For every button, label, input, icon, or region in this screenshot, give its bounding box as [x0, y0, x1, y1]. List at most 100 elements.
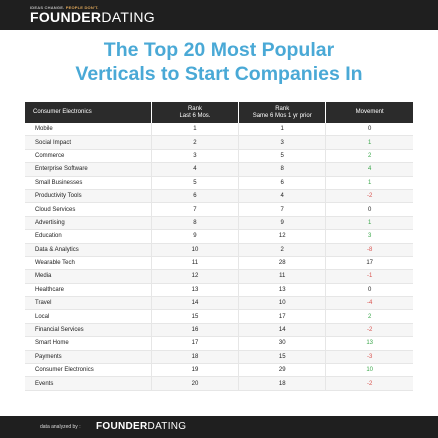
- footer-logo-bold: FOUNDER: [96, 421, 148, 432]
- cell-movement: 13: [325, 336, 413, 351]
- brand-tagline-accent: PEOPLE DON'T.: [65, 5, 99, 10]
- header-movement: Movement: [325, 102, 413, 123]
- cell-movement: -2: [325, 189, 413, 204]
- cell-movement: -2: [325, 323, 413, 338]
- cell-rank-prior: 28: [238, 256, 327, 271]
- page-title: The Top 20 Most Popular Verticals to Sta…: [0, 38, 438, 86]
- cell-rank-prior: 12: [238, 229, 327, 244]
- footer-logo: FOUNDERDATING: [96, 421, 186, 432]
- top-banner: IDEAS CHANGE. PEOPLE DON'T. FOUNDERDATIN…: [0, 0, 438, 30]
- cell-rank-prior: 30: [238, 336, 327, 351]
- table-row: Productivity Tools 6 4 -2: [25, 189, 413, 204]
- cell-rank-prior: 3: [238, 135, 327, 150]
- table-row: Local 15 17 2: [25, 309, 413, 324]
- cell-movement: 10: [325, 363, 413, 378]
- cell-movement: -4: [325, 296, 413, 311]
- cell-rank-prior: 13: [238, 283, 327, 298]
- brand-tagline-prefix: IDEAS CHANGE.: [30, 5, 65, 10]
- table-row: Enterprise Software 4 8 4: [25, 162, 413, 177]
- cell-rank-prior: 5: [238, 149, 327, 164]
- footer-logo-light: DATING: [147, 421, 187, 432]
- table-row: Travel 14 10 -4: [25, 296, 413, 311]
- cell-rank-prior: 1: [238, 123, 327, 137]
- cell-movement: 0: [325, 283, 413, 298]
- cell-vertical: Enterprise Software: [25, 162, 152, 177]
- table-row: Smart Home 17 30 13: [25, 336, 413, 351]
- header-rank-prior-line-2: Same 6 Mos 1 yr prior: [252, 112, 312, 119]
- page-title-line-1: The Top 20 Most Popular: [103, 39, 335, 61]
- table-row: Payments 18 15 -3: [25, 350, 413, 365]
- cell-rank-prior: 7: [238, 202, 327, 217]
- cell-vertical: Data & Analytics: [25, 243, 152, 257]
- cell-rank-prior: 9: [238, 216, 327, 231]
- cell-rank-last: 18: [151, 350, 240, 365]
- cell-movement: 3: [325, 229, 413, 244]
- cell-movement: 2: [325, 149, 413, 164]
- table-row: Data & Analytics 10 2 -8: [25, 243, 413, 257]
- header-rank-last-line-2: Last 6 Mos.: [179, 112, 211, 119]
- table-row: Financial Services 16 14 -2: [25, 323, 413, 338]
- cell-vertical: Wearable Tech: [25, 256, 152, 271]
- cell-movement: -3: [325, 350, 413, 365]
- cell-vertical: Events: [25, 376, 152, 391]
- page-title-line-2: Verticals to Start Companies In: [75, 63, 363, 85]
- verticals-table: Consumer Electronics Rank Last 6 Mos. Ra…: [25, 102, 413, 391]
- cell-rank-prior: 6: [238, 176, 327, 190]
- cell-rank-last: 17: [151, 336, 240, 351]
- cell-rank-last: 5: [151, 176, 240, 190]
- cell-movement: -1: [325, 269, 413, 284]
- cell-rank-last: 2: [151, 135, 240, 150]
- cell-vertical: Travel: [25, 296, 152, 311]
- cell-vertical: Cloud Services: [25, 202, 152, 217]
- table-header-row: Consumer Electronics Rank Last 6 Mos. Ra…: [25, 102, 413, 123]
- table-row: Education 9 12 3: [25, 229, 413, 244]
- table-header: Consumer Electronics Rank Last 6 Mos. Ra…: [25, 102, 413, 123]
- cell-vertical: Smart Home: [25, 336, 152, 351]
- table-row: Events 20 18 -2: [25, 376, 413, 391]
- cell-movement: 0: [325, 123, 413, 137]
- header-rank-prior: Rank Same 6 Mos 1 yr prior: [238, 102, 327, 123]
- table-body: Mobile 1 1 0 Social Impact 2 3 1 Commerce 3 5 2 Ente…: [25, 123, 413, 391]
- cell-rank-last: 9: [151, 229, 240, 244]
- cell-rank-prior: 8: [238, 162, 327, 177]
- cell-rank-last: 10: [151, 243, 240, 257]
- cell-movement: -2: [325, 376, 413, 391]
- header-rank-last-line-1: Rank: [187, 105, 202, 112]
- cell-rank-last: 6: [151, 189, 240, 204]
- table-row: Cloud Services 7 7 0: [25, 202, 413, 217]
- table-row: Media 12 11 -1: [25, 269, 413, 284]
- table-row: Mobile 1 1 0: [25, 123, 413, 137]
- cell-rank-last: 8: [151, 216, 240, 231]
- cell-vertical: Commerce: [25, 149, 152, 164]
- table-row: Advertising 8 9 1: [25, 216, 413, 231]
- cell-movement: 1: [325, 216, 413, 231]
- brand-tagline: IDEAS CHANGE. PEOPLE DON'T.: [30, 5, 99, 10]
- cell-rank-last: 4: [151, 162, 240, 177]
- cell-vertical: Local: [25, 309, 152, 324]
- table-row: Small Businesses 5 6 1: [25, 176, 413, 190]
- cell-movement: 17: [325, 256, 413, 271]
- cell-vertical: Consumer Electronics: [25, 363, 152, 378]
- cell-vertical: Mobile: [25, 123, 152, 137]
- cell-rank-prior: 17: [238, 309, 327, 324]
- table-row: Consumer Electronics 19 29 10: [25, 363, 413, 378]
- cell-rank-prior: 15: [238, 350, 327, 365]
- table-row: Commerce 3 5 2: [25, 149, 413, 164]
- cell-vertical: Education: [25, 229, 152, 244]
- cell-movement: 4: [325, 162, 413, 177]
- header-rank-prior-line-1: Rank: [275, 105, 290, 112]
- cell-movement: -8: [325, 243, 413, 257]
- cell-rank-prior: 2: [238, 243, 327, 257]
- cell-rank-last: 14: [151, 296, 240, 311]
- cell-rank-prior: 29: [238, 363, 327, 378]
- header-rank-last: Rank Last 6 Mos.: [151, 102, 240, 123]
- cell-rank-prior: 11: [238, 269, 327, 284]
- footer-analyzed-by: data analyzed by :: [40, 424, 81, 430]
- cell-vertical: Financial Services: [25, 323, 152, 338]
- brand-logo: FOUNDERDATING: [30, 9, 155, 25]
- cell-vertical: Small Businesses: [25, 176, 152, 190]
- cell-rank-last: 16: [151, 323, 240, 338]
- cell-vertical: Productivity Tools: [25, 189, 152, 204]
- header-vertical: Consumer Electronics: [25, 102, 152, 123]
- cell-rank-last: 19: [151, 363, 240, 378]
